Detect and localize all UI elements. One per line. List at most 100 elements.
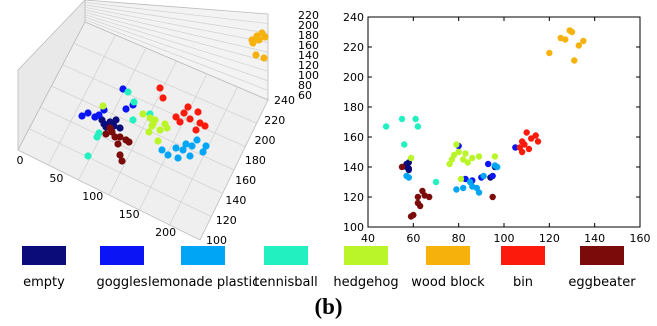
z3d-tick-label: 220 [298,9,319,22]
data-point [562,36,569,43]
data-point-3d [156,84,164,92]
x3d-tick-label: 50 [49,172,63,185]
z3d-tick-label: 100 [298,69,319,82]
data-point-3d [84,109,92,117]
figure-canvas: 0501001502002501001201401601802002202406… [17,0,651,246]
floor-grid-line [73,43,257,124]
data-point-3d [172,144,180,152]
legend-label: hedgehog [333,275,399,290]
y-tick-label: 200 [343,71,364,84]
data-point [489,172,496,180]
data-point-3d [102,130,110,138]
legend-label: empty [23,275,65,290]
data-point-3d [95,129,103,137]
data-point [457,175,465,183]
data-point [460,156,467,163]
data-point-3d [112,116,120,124]
data-point-3d [78,112,86,120]
data-point-3d [182,140,190,148]
data-point [534,138,542,145]
y-tick-label: 120 [343,191,364,204]
y-tick-label: 140 [343,161,364,174]
legend-entry: empty [0,246,99,290]
data-point [432,178,440,186]
wall-grid-line [84,2,269,24]
legend-swatch [181,246,225,265]
data-point [462,150,469,157]
data-point [453,186,460,193]
data-point-3d [158,146,166,154]
data-point-3d [129,116,137,124]
plot-frame [367,16,641,228]
legend-entry: bin [468,246,578,290]
x-tick-label: 160 [630,232,651,245]
y3d-tick-label: 180 [245,154,266,167]
data-point-3d [184,103,192,111]
wall-grid-line [84,9,269,53]
data-point-3d [116,124,124,132]
x3d-tick-label: 250 [192,244,213,246]
data-point-3d [202,142,210,150]
x3d-tick-label: 200 [155,226,176,239]
data-point-3d [249,39,257,47]
data-point-3d [199,148,207,156]
data-point-3d [118,157,126,165]
data-point [398,163,406,171]
wall-grid-line [84,11,269,63]
data-point [532,132,539,139]
data-point-3d [139,110,147,118]
data-point-3d [84,152,92,160]
z3d-tick-label: 160 [298,39,319,52]
data-point-3d [99,102,107,110]
data-point-3d [111,133,119,141]
data-point-3d [106,124,114,132]
data-point [571,57,578,64]
data-point-3d [159,94,167,102]
data-point [523,129,530,136]
legend-entry: eggbeater [547,246,657,290]
legend-entry: lemonade plastic [148,246,259,290]
data-point [575,42,582,49]
legend-swatch [100,246,144,265]
legend-label: wood block [411,275,485,290]
data-point-3d [125,138,133,146]
y-tick-label: 180 [343,101,364,114]
data-point [462,175,469,183]
data-point [484,160,492,168]
scatter-3d-panel: 0501001502002501001201401601802002202406… [17,0,319,246]
legend-entry: tennisball [231,246,341,290]
data-point [489,193,496,201]
y-tick-label: 220 [343,41,364,54]
data-point-3d [122,105,130,113]
legend-label: eggbeater [568,275,636,290]
data-point-3d [192,126,200,134]
data-point-3d [252,51,260,59]
x3d-tick-label: 150 [119,208,140,221]
data-point-3d [174,154,182,162]
data-point [455,148,462,156]
data-point-3d [194,108,202,116]
wall-grid-line [84,4,269,34]
x-tick-label: 140 [584,232,605,245]
data-point-3d [176,118,184,126]
z3d-tick-label: 200 [298,19,319,32]
data-point-3d [172,113,180,121]
data-point-3d [124,88,132,96]
wall-grid-line [84,6,269,44]
data-point-3d [164,151,172,159]
z3d-tick-label: 120 [298,59,319,72]
data-point-3d [151,116,159,124]
z3d-tick-label: 180 [298,29,319,42]
data-point [405,174,412,181]
z3d-tick-label: 80 [298,79,312,92]
data-point-3d [260,54,268,62]
data-point [521,141,528,148]
data-point-3d [130,98,138,106]
data-point [568,28,576,36]
y-tick-label: 160 [343,131,364,144]
data-point [412,115,419,123]
data-point-3d [154,137,162,145]
legend-entry: wood block [393,246,503,290]
data-point [469,154,476,162]
wall-grid-line [84,14,269,72]
